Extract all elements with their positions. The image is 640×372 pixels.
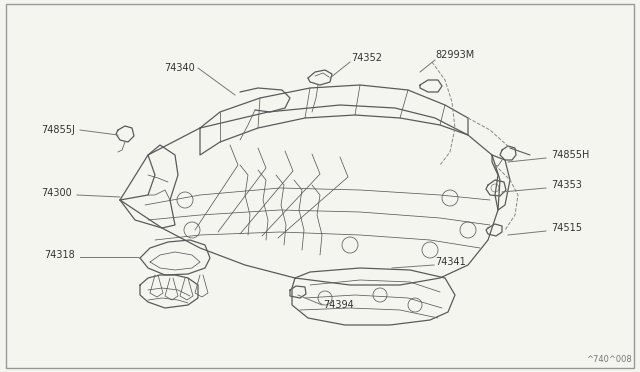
Text: 74515: 74515 [551,223,582,233]
Text: 74341: 74341 [435,257,466,267]
Text: 74394: 74394 [323,300,354,310]
Text: 74300: 74300 [41,188,72,198]
Text: 82993M: 82993M [435,50,474,60]
Text: 74855J: 74855J [41,125,75,135]
Text: ^740^008: ^740^008 [586,355,632,364]
Text: 74353: 74353 [551,180,582,190]
Text: 74855H: 74855H [551,150,589,160]
Text: 74340: 74340 [164,63,195,73]
Text: 74318: 74318 [44,250,75,260]
Text: 74352: 74352 [351,53,382,63]
